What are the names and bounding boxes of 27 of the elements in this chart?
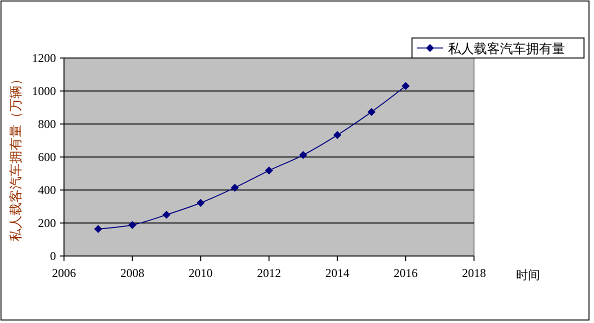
legend-label: 私人载客汽车拥有量 <box>448 41 565 56</box>
x-tick-label: 2010 <box>188 266 213 280</box>
x-tick-label: 2018 <box>462 266 486 280</box>
y-tick-label: 1200 <box>32 51 56 65</box>
point <box>265 166 273 175</box>
point <box>299 151 308 160</box>
y-tick-label: 600 <box>38 150 56 164</box>
x-tick-label: 2006 <box>52 266 76 280</box>
x-tick-label: 2012 <box>257 266 281 280</box>
point <box>196 198 205 207</box>
x-tick-label: 2016 <box>394 266 418 280</box>
point <box>128 220 136 229</box>
y-tick-label: 0 <box>50 249 56 263</box>
x-axis-title: 时间 <box>516 268 540 282</box>
y-axis-title: 私人载客汽车拥有量（万辆） <box>8 72 23 242</box>
y-tick-label: 200 <box>38 216 56 230</box>
point <box>162 210 170 219</box>
y-tick-label: 1000 <box>32 84 56 98</box>
point <box>368 108 376 116</box>
point <box>402 82 410 90</box>
x-tick-label: 2008 <box>120 266 144 280</box>
y-tick-label: 800 <box>38 117 56 131</box>
point <box>230 184 239 192</box>
x-tick-label: 2014 <box>325 266 350 280</box>
y-tick-label: 400 <box>38 183 56 197</box>
point <box>333 131 342 140</box>
point <box>94 224 102 233</box>
